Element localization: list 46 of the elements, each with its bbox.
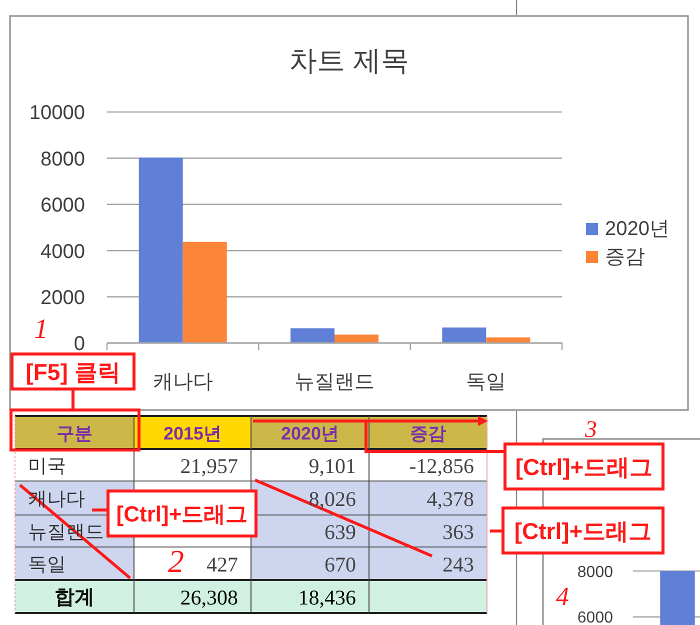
bar <box>182 242 227 343</box>
text: 639 <box>324 520 356 544</box>
text: [Ctrl]+드래그 <box>116 501 248 526</box>
x-tick-label: 캐나다 <box>152 371 213 393</box>
category-label: 독일 <box>28 554 66 576</box>
text: 243 <box>442 552 474 576</box>
category-label: 구분 <box>56 424 92 444</box>
text: 9,101 <box>308 454 356 478</box>
y-tick-label: 6000 <box>577 610 614 625</box>
x-tick-label: 뉴질랜드 <box>294 371 374 393</box>
text: 1 <box>34 314 48 345</box>
bar <box>442 328 486 343</box>
bar <box>138 158 183 343</box>
legend-label: 증감 <box>605 246 645 268</box>
category-label: 증감 <box>410 424 446 444</box>
text: 427 <box>206 552 238 576</box>
bar <box>290 328 334 343</box>
x-tick-label: 독일 <box>466 371 506 393</box>
text: 4 <box>556 582 569 611</box>
chart-title: 차트 제목 <box>289 45 409 76</box>
text: 18,436 <box>298 586 356 610</box>
text: [Ctrl]+드래그 <box>514 518 652 544</box>
text: 26,308 <box>180 586 238 610</box>
category-label: 2015년 <box>163 424 222 444</box>
text: 2 <box>168 543 184 579</box>
y-tick-label: 8000 <box>40 148 85 170</box>
text: 8,026 <box>308 487 356 511</box>
category-label: 미국 <box>28 456 66 477</box>
y-tick-label: 2000 <box>40 287 85 309</box>
text: [F5] 클릭 <box>26 358 120 385</box>
y-tick-label: 8000 <box>577 564 614 581</box>
text: 363 <box>442 520 474 544</box>
text: 670 <box>324 552 356 576</box>
text: 21,957 <box>180 454 238 478</box>
text: [Ctrl]+드래그 <box>515 454 653 480</box>
y-tick-label: 10000 <box>29 102 85 124</box>
y-tick-label: 0 <box>74 333 85 356</box>
text: 3 <box>584 417 597 443</box>
text: 4,378 <box>426 487 474 511</box>
category-label: 합계 <box>54 586 94 608</box>
legend-label: 2020년 <box>605 218 670 240</box>
y-tick-label: 6000 <box>40 194 85 217</box>
bar <box>334 334 378 343</box>
category-label: 2020년 <box>280 424 340 444</box>
y-tick-label: 4000 <box>40 240 85 263</box>
text: -12,856 <box>409 454 474 478</box>
